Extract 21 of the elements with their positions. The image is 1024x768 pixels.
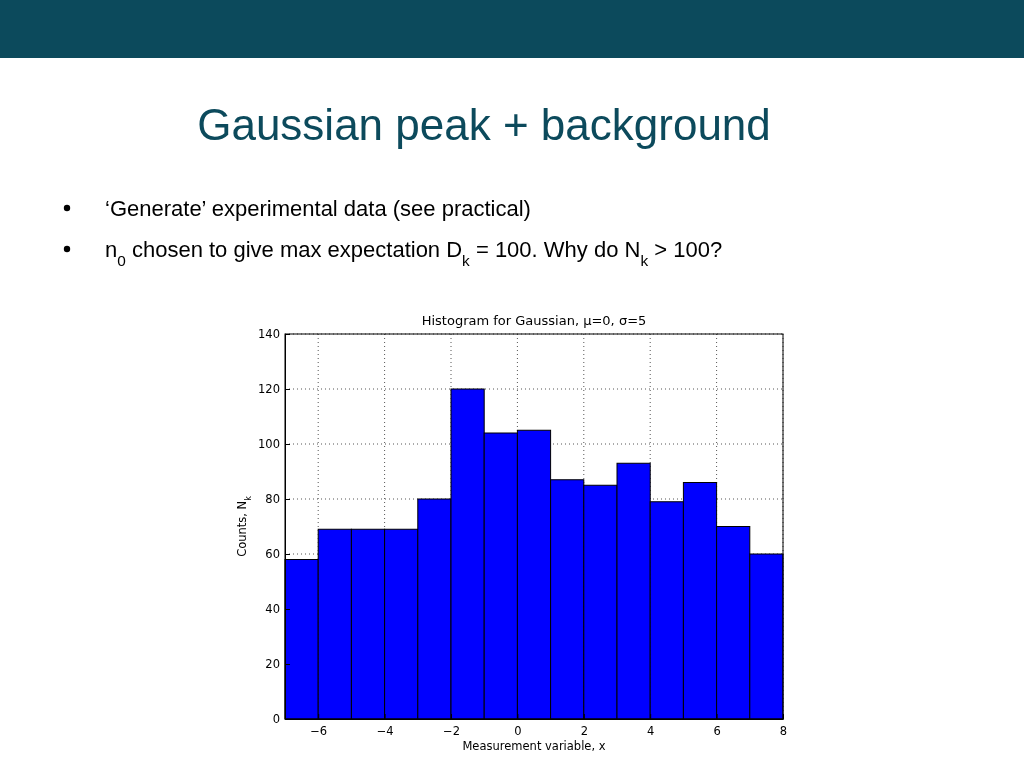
text: ‘Generate’ experimental data (see practical) — [105, 196, 531, 221]
y-tick-label: 0 — [272, 712, 280, 727]
x-tick-label: −4 — [376, 724, 394, 739]
chart-title: Gaussian peak + background — [197, 100, 771, 149]
text: n$_{0}$ chosen to give max expectation D$_{k}$ = 100. Why do N$_{k}$ > 100? — [105, 237, 723, 269]
y-tick-label: 20 — [265, 657, 280, 672]
x-tick-label: 6 — [713, 724, 721, 739]
x-tick-label: 4 — [647, 724, 655, 739]
y-tick-label: 140 — [258, 327, 280, 342]
y-tick-label: 40 — [265, 602, 280, 617]
chart-subtitle: Histogram for Gaussian, μ=0, σ=5 — [421, 313, 647, 328]
x-tick-label: 0 — [514, 724, 522, 739]
x-axis-title: Measurement variable, x — [462, 739, 606, 753]
x-tick-label: 2 — [580, 724, 588, 739]
y-tick-label: 80 — [265, 492, 280, 507]
x-tick-label: −2 — [443, 724, 460, 739]
y-tick-label: 120 — [258, 382, 280, 397]
y-tick-label: 100 — [258, 437, 280, 452]
y-tick-label: 60 — [265, 547, 280, 562]
x-tick-label: 8 — [779, 724, 788, 739]
x-tick-label: −6 — [310, 724, 328, 739]
